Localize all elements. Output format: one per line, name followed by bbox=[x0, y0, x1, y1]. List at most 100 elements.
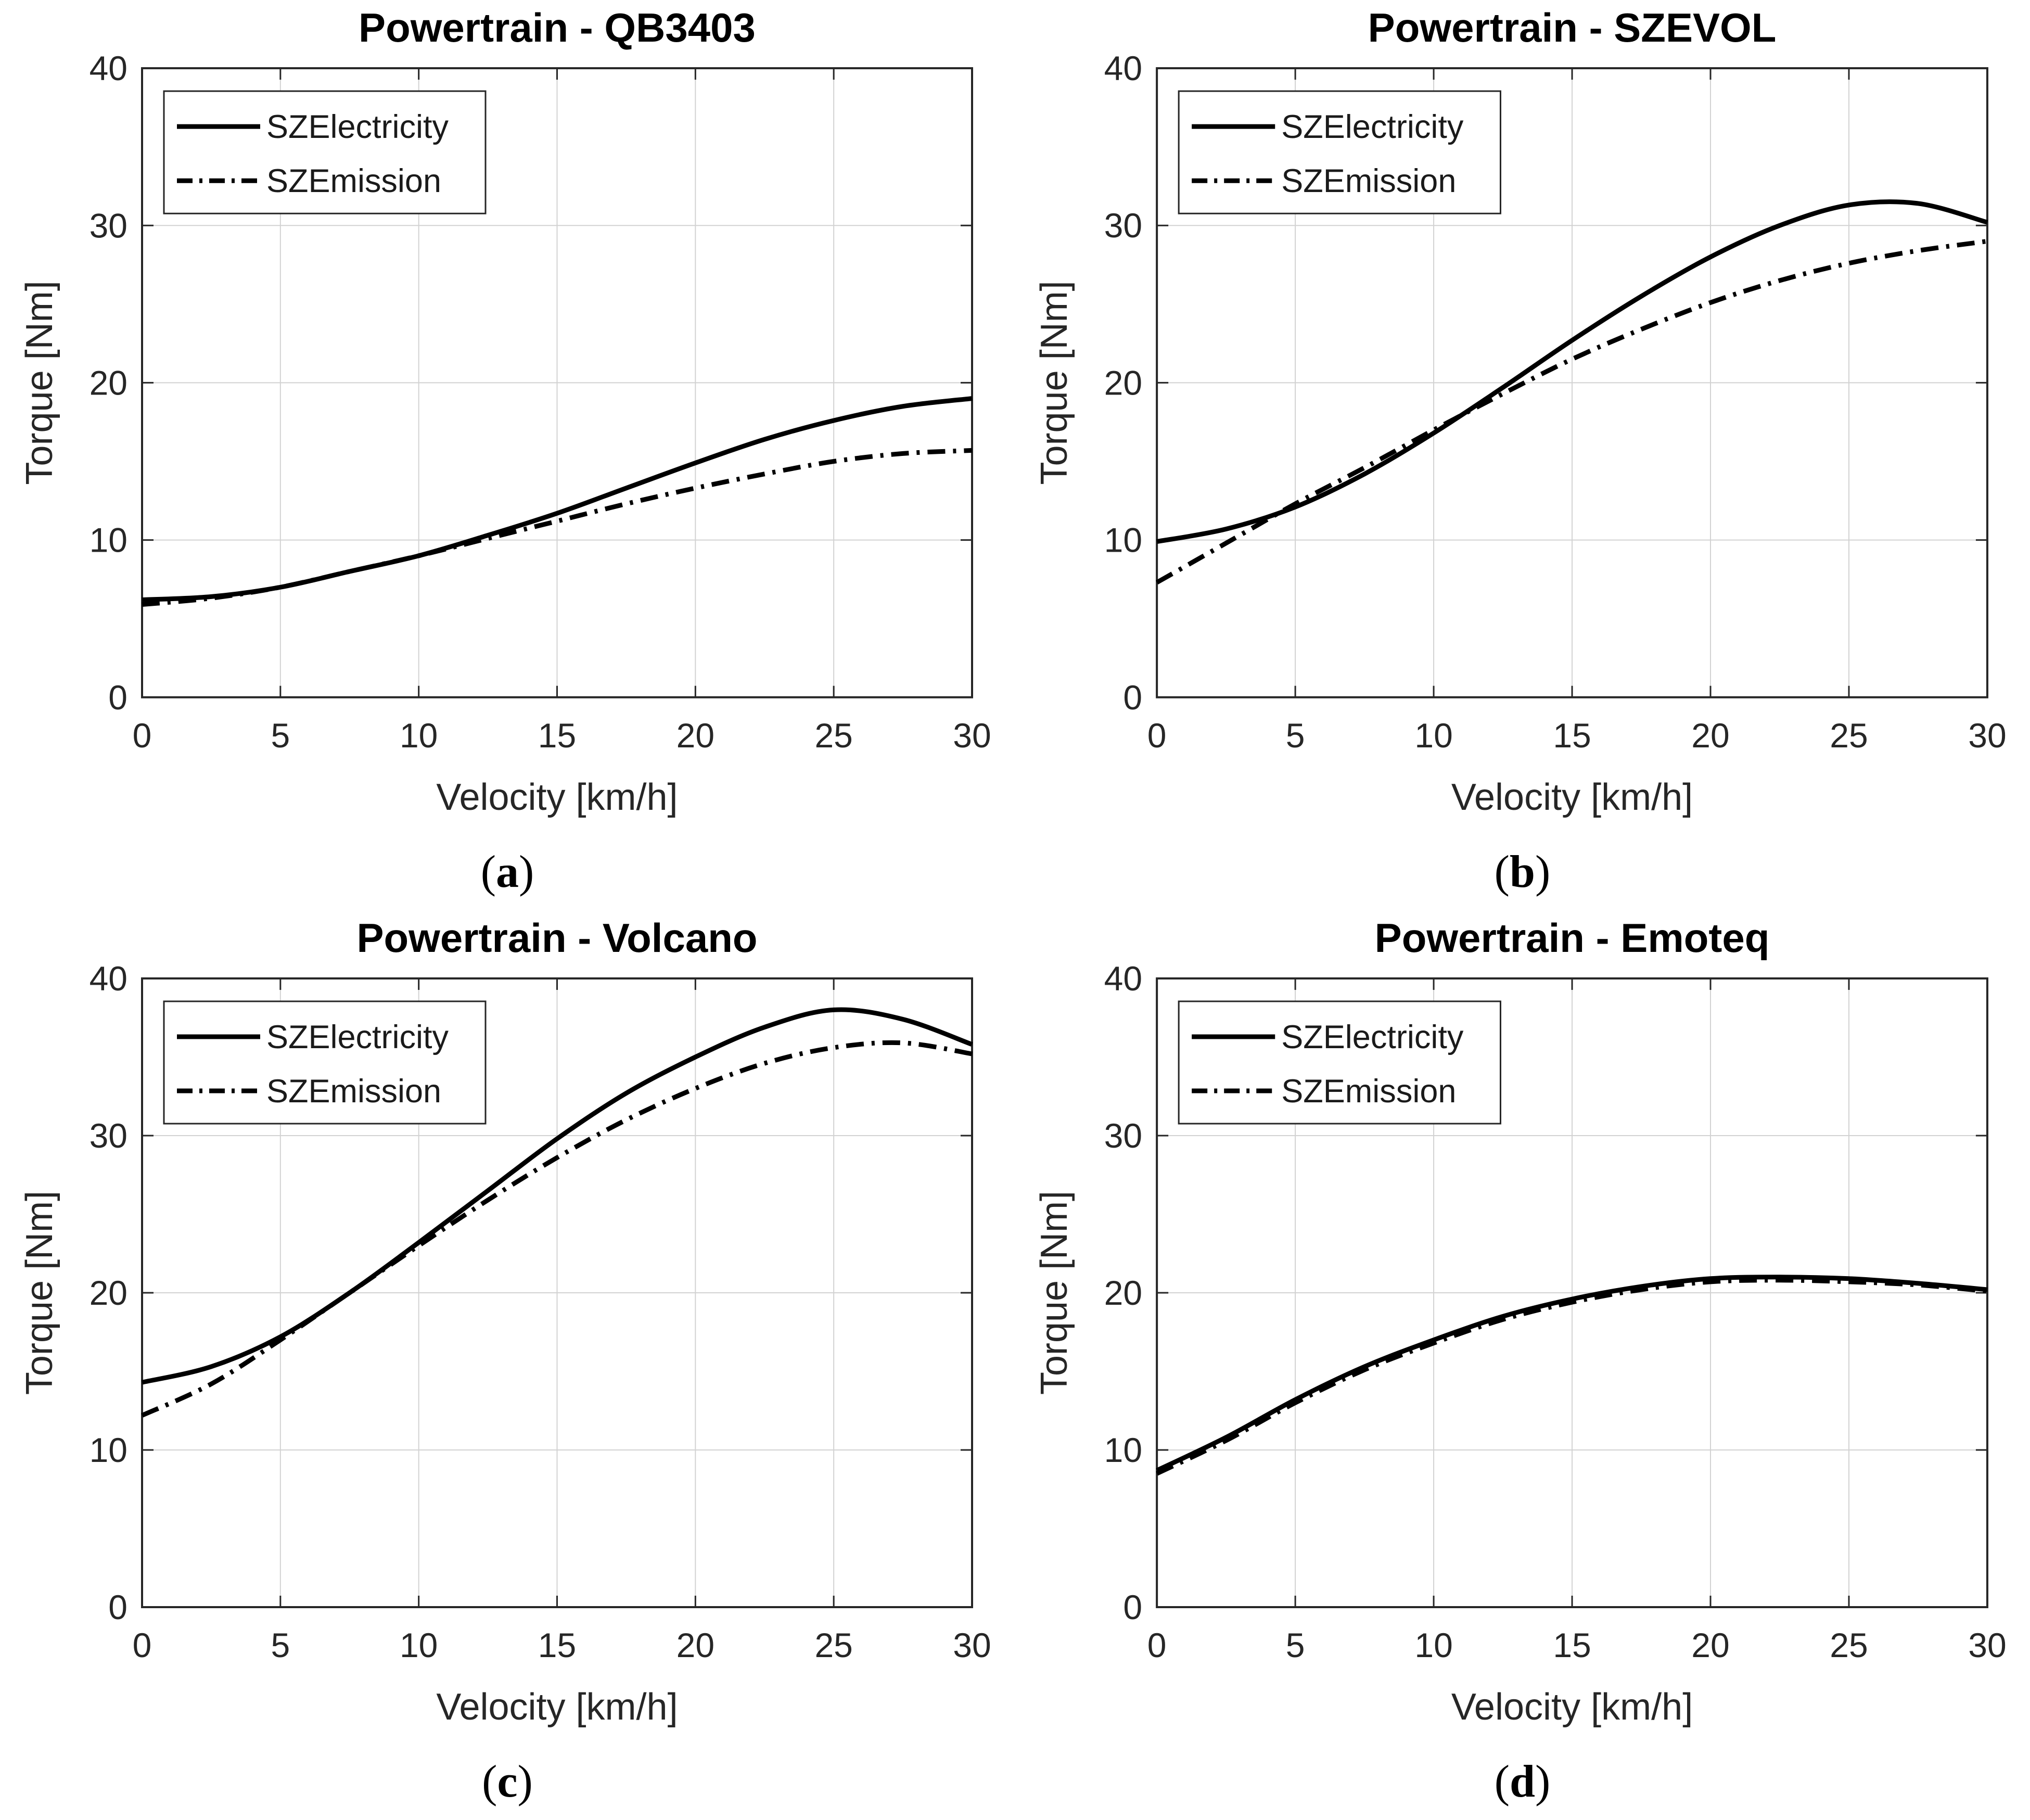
x-tick-label: 25 bbox=[1830, 1626, 1868, 1664]
curve-szelectricity bbox=[1156, 199, 1988, 544]
y-tick-label: 30 bbox=[1104, 1116, 1142, 1155]
tick-labels: 0 5 10 15 20 25 30 0 10 20 30 40 bbox=[90, 49, 991, 755]
x-tick-label: 20 bbox=[676, 1626, 714, 1664]
y-tick-label: 0 bbox=[1123, 1588, 1142, 1626]
x-tick-label: 10 bbox=[1414, 716, 1452, 755]
legend-box bbox=[1178, 1000, 1501, 1125]
tick-marks bbox=[141, 67, 973, 698]
legend-label: SZEmission bbox=[1281, 1073, 1456, 1110]
curve-szemission bbox=[1155, 239, 1988, 585]
y-tick-label: 40 bbox=[90, 49, 127, 87]
legend-box bbox=[163, 90, 487, 214]
x-tick-label: 0 bbox=[133, 716, 152, 755]
x-tick-label: 0 bbox=[1147, 716, 1167, 755]
y-tick-label: 20 bbox=[90, 363, 127, 402]
chart-title: Powertrain - Volcano bbox=[356, 915, 757, 961]
tick-marks bbox=[141, 977, 973, 1608]
y-tick-label: 20 bbox=[1104, 363, 1142, 402]
y-tick-label: 20 bbox=[1104, 1274, 1142, 1312]
x-tick-label: 20 bbox=[1691, 1626, 1729, 1664]
tick-labels: 0 5 10 15 20 25 30 0 10 20 30 40 bbox=[1104, 959, 2007, 1664]
y-axis-label: Torque [Nm] bbox=[1033, 1191, 1075, 1395]
panel-d: 0 5 10 15 20 25 30 0 10 20 30 40 Powertrain - Emoteq… bbox=[1015, 910, 2030, 1820]
panel-c: 0 5 10 15 20 25 30 0 10 20 30 40 Powertrain - Volcan… bbox=[0, 910, 1015, 1820]
x-tick-label: 15 bbox=[538, 1626, 576, 1664]
x-tick-label: 5 bbox=[1286, 716, 1305, 755]
panel-b: 0 5 10 15 20 25 30 0 10 20 30 40 Powertrain - SZEVOL… bbox=[1015, 0, 2030, 910]
legend-label: SZElectricity bbox=[266, 109, 449, 145]
x-tick-label: 20 bbox=[1691, 716, 1729, 755]
legend: SZElectricity SZEmission bbox=[1178, 1000, 1501, 1125]
legend-label: SZEmission bbox=[266, 163, 441, 199]
y-tick-label: 10 bbox=[90, 521, 127, 559]
y-axis-label: Torque [Nm] bbox=[19, 1191, 60, 1395]
y-tick-label: 10 bbox=[1104, 1431, 1142, 1469]
x-axis-label: Velocity [km/h] bbox=[1451, 1686, 1693, 1728]
chart-title: Powertrain - QB3403 bbox=[359, 5, 756, 50]
legend-box bbox=[1178, 90, 1501, 214]
y-tick-label: 10 bbox=[1104, 521, 1142, 559]
legend-label: SZElectricity bbox=[1281, 1019, 1464, 1055]
panel-label: (d) bbox=[1495, 1757, 1551, 1807]
x-tick-label: 10 bbox=[400, 1626, 438, 1664]
x-tick-label: 25 bbox=[814, 716, 852, 755]
chart-a: 0 5 10 15 20 25 30 0 10 20 30 40 Powertrain - QB3403… bbox=[19, 5, 991, 897]
legend-label: SZElectricity bbox=[1281, 109, 1464, 145]
x-axis-label: Velocity [km/h] bbox=[1451, 777, 1693, 818]
x-tick-label: 15 bbox=[1553, 716, 1591, 755]
chart-c: 0 5 10 15 20 25 30 0 10 20 30 40 Powertrain - Volcan… bbox=[19, 915, 991, 1807]
x-axis-label: Velocity [km/h] bbox=[436, 1686, 678, 1728]
panel-label: (a) bbox=[481, 847, 534, 897]
y-tick-label: 20 bbox=[90, 1274, 127, 1312]
y-tick-label: 30 bbox=[90, 206, 127, 245]
legend-label: SZEmission bbox=[266, 1073, 441, 1110]
y-tick-label: 30 bbox=[1104, 206, 1142, 245]
curve-szelectricity bbox=[1156, 1275, 1988, 1473]
curve-szemission bbox=[1156, 1278, 1988, 1476]
legend-label: SZElectricity bbox=[266, 1019, 449, 1055]
x-tick-label: 30 bbox=[953, 1626, 991, 1664]
x-tick-label: 20 bbox=[676, 716, 714, 755]
legend: SZElectricity SZEmission bbox=[163, 1000, 487, 1125]
legend: SZElectricity SZEmission bbox=[163, 90, 487, 214]
y-axis-label: Torque [Nm] bbox=[1033, 281, 1075, 485]
y-tick-label: 40 bbox=[90, 959, 127, 998]
legend-box bbox=[163, 1000, 487, 1125]
y-tick-label: 40 bbox=[1104, 49, 1142, 87]
y-tick-label: 0 bbox=[108, 1588, 127, 1626]
y-axis-label: Torque [Nm] bbox=[19, 281, 60, 485]
curve-szemission bbox=[141, 1040, 973, 1418]
panel-label: (b) bbox=[1495, 847, 1551, 897]
y-tick-label: 0 bbox=[1123, 678, 1142, 717]
y-tick-label: 10 bbox=[90, 1431, 127, 1469]
tick-labels: 0 5 10 15 20 25 30 0 10 20 30 40 bbox=[1104, 49, 2007, 755]
curve-szelectricity bbox=[142, 1007, 973, 1385]
x-tick-label: 0 bbox=[133, 1626, 152, 1664]
chart-b: 0 5 10 15 20 25 30 0 10 20 30 40 Powertrain - SZEVOL… bbox=[1033, 5, 2007, 897]
x-tick-label: 5 bbox=[1286, 1626, 1305, 1664]
x-tick-label: 30 bbox=[1968, 716, 2006, 755]
x-tick-label: 30 bbox=[1968, 1626, 2006, 1664]
x-tick-label: 25 bbox=[1830, 716, 1868, 755]
x-tick-label: 5 bbox=[271, 716, 290, 755]
chart-d: 0 5 10 15 20 25 30 0 10 20 30 40 Powertrain - Emoteq… bbox=[1033, 915, 2007, 1807]
y-tick-label: 30 bbox=[90, 1116, 127, 1155]
x-tick-label: 15 bbox=[1553, 1626, 1591, 1664]
chart-title: Powertrain - SZEVOL bbox=[1368, 5, 1777, 50]
x-tick-label: 25 bbox=[814, 1626, 852, 1664]
x-tick-label: 5 bbox=[271, 1626, 290, 1664]
gridlines bbox=[142, 978, 972, 1607]
curve-szelectricity bbox=[142, 396, 973, 602]
y-tick-label: 0 bbox=[108, 678, 127, 717]
legend: SZElectricity SZEmission bbox=[1178, 90, 1501, 214]
panel-a: 0 5 10 15 20 25 30 0 10 20 30 40 Powertrain - QB3403… bbox=[0, 0, 1015, 910]
curve-szemission bbox=[142, 448, 973, 607]
y-tick-label: 40 bbox=[1104, 959, 1142, 998]
chart-title: Powertrain - Emoteq bbox=[1375, 915, 1770, 961]
x-tick-label: 0 bbox=[1147, 1626, 1167, 1664]
tick-labels: 0 5 10 15 20 25 30 0 10 20 30 40 bbox=[90, 959, 991, 1664]
x-tick-label: 10 bbox=[400, 716, 438, 755]
x-tick-label: 30 bbox=[953, 716, 991, 755]
x-axis-label: Velocity [km/h] bbox=[436, 777, 678, 818]
